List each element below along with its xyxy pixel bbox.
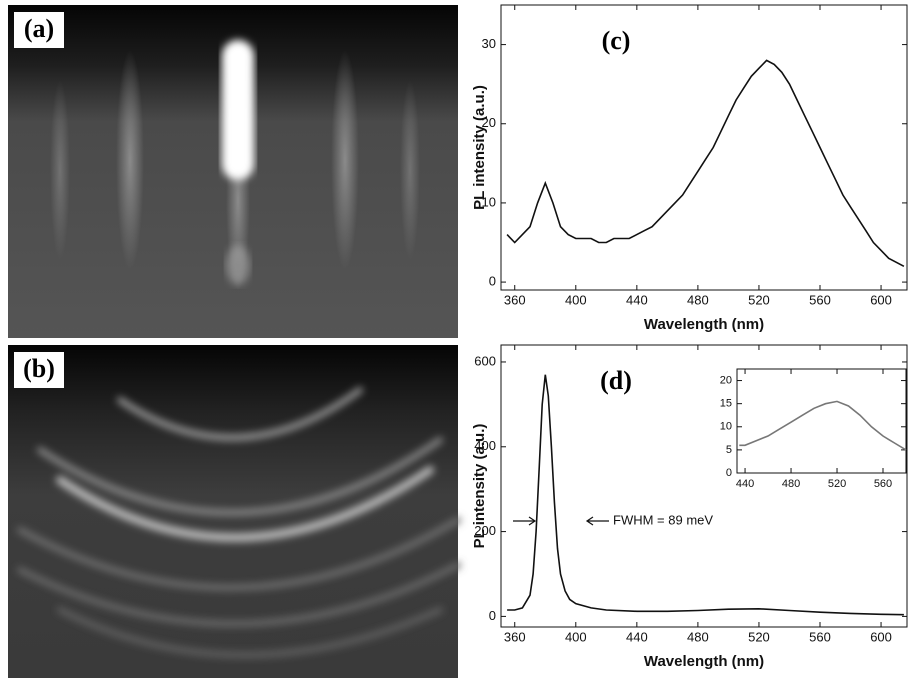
x-tick-label: 480 bbox=[687, 629, 709, 644]
inset-frame bbox=[736, 368, 907, 474]
spectrum-line bbox=[739, 400, 907, 451]
spectrum-line bbox=[506, 59, 905, 268]
y-tick-label: 15 bbox=[720, 398, 732, 410]
panel-label: (c) bbox=[602, 26, 631, 55]
y-tick-label: 10 bbox=[720, 421, 732, 433]
y-tick-label: 0 bbox=[489, 274, 496, 289]
y-tick-label: 400 bbox=[474, 438, 496, 453]
y-axis-title: PL intensity (a.u.) bbox=[471, 424, 488, 549]
x-tick-label: 440 bbox=[626, 292, 648, 307]
x-tick-label: 400 bbox=[565, 629, 587, 644]
image-b: (b) bbox=[8, 345, 461, 678]
panel-label: (a) bbox=[24, 14, 54, 43]
x-tick-label: 600 bbox=[870, 629, 892, 644]
x-tick-label: 360 bbox=[504, 292, 526, 307]
x-tick-label: 560 bbox=[809, 292, 831, 307]
x-tick-label: 520 bbox=[748, 629, 770, 644]
x-tick-label: 480 bbox=[782, 478, 800, 490]
y-tick-label: 10 bbox=[482, 194, 496, 209]
x-tick-label: 440 bbox=[736, 478, 754, 490]
x-tick-label: 400 bbox=[565, 292, 587, 307]
image-a: (a) bbox=[8, 5, 458, 338]
y-tick-label: 0 bbox=[726, 467, 732, 479]
x-axis-title: Wavelength (nm) bbox=[644, 653, 764, 670]
x-tick-label: 600 bbox=[870, 292, 892, 307]
y-axis-title: PL intensity (a.u.) bbox=[471, 85, 488, 210]
y-tick-label: 600 bbox=[474, 353, 496, 368]
x-tick-label: 560 bbox=[809, 629, 831, 644]
y-tick-label: 5 bbox=[726, 444, 732, 456]
x-tick-label: 440 bbox=[626, 629, 648, 644]
x-tick-label: 360 bbox=[504, 629, 526, 644]
panel-label: (d) bbox=[600, 366, 632, 395]
y-tick-label: 200 bbox=[474, 523, 496, 538]
annotation: FWHM = 89 meV bbox=[613, 512, 713, 527]
y-tick-label: 20 bbox=[482, 115, 496, 130]
y-tick-label: 20 bbox=[720, 374, 732, 386]
x-tick-label: 560 bbox=[874, 478, 892, 490]
spectrum-line bbox=[507, 374, 904, 616]
x-axis-title: Wavelength (nm) bbox=[644, 316, 764, 333]
y-tick-label: 30 bbox=[482, 36, 496, 51]
x-tick-label: 480 bbox=[687, 292, 709, 307]
fwhm-arrow bbox=[513, 516, 537, 526]
plot-frame bbox=[500, 4, 908, 291]
fwhm-arrow bbox=[585, 516, 609, 526]
x-tick-label: 520 bbox=[748, 292, 770, 307]
x-tick-label: 520 bbox=[828, 478, 846, 490]
y-tick-label: 0 bbox=[489, 608, 496, 623]
panel-label: (b) bbox=[23, 354, 55, 383]
